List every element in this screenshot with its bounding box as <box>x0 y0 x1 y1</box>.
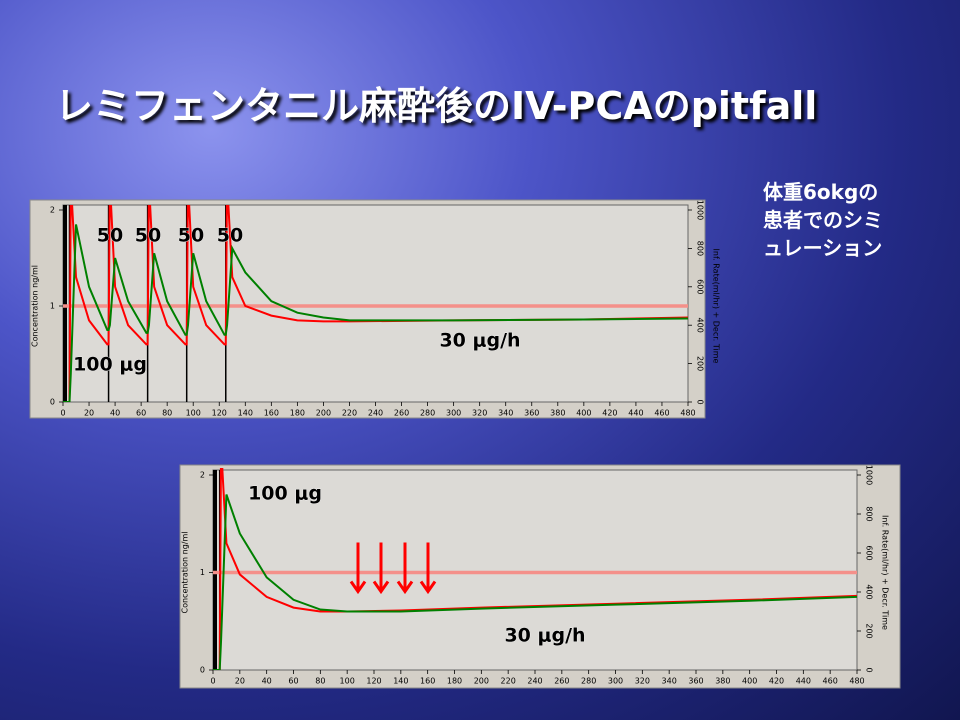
x-tick-label: 480 <box>680 409 695 418</box>
x-tick-label: 340 <box>662 677 677 686</box>
x-tick-label: 180 <box>290 409 305 418</box>
x-tick-label: 360 <box>688 677 703 686</box>
x-tick-label: 320 <box>635 677 650 686</box>
series-line <box>63 205 688 402</box>
x-tick-label: 40 <box>110 409 120 418</box>
x-tick-label: 240 <box>527 677 542 686</box>
arrow <box>396 542 414 595</box>
x-tick-label: 260 <box>554 677 569 686</box>
chart: 0 20 40 60 80 100 120 140 160 180 200 220 240 260 280 3… <box>179 464 901 689</box>
x-tick-label: 160 <box>264 409 279 418</box>
y2-tick-label: 400 <box>696 318 705 333</box>
y-tick-label: 1 <box>50 302 55 311</box>
annotation: 30 μg/h <box>504 625 585 647</box>
x-tick-label: 420 <box>769 677 784 686</box>
x-tick-label: 80 <box>315 677 325 686</box>
x-tick-label: 460 <box>654 409 669 418</box>
annotation: 50 <box>97 225 123 247</box>
y-tick-label: 0 <box>200 666 205 675</box>
y2-tick-label: 200 <box>696 356 705 371</box>
x-tick-label: 380 <box>550 409 565 418</box>
annotation: 100 μg <box>73 354 147 376</box>
arrow <box>372 542 390 595</box>
y2-tick-label: 0 <box>865 667 874 672</box>
x-tick-label: 380 <box>715 677 730 686</box>
x-tick-label: 0 <box>60 409 65 418</box>
x-tick-label: 200 <box>316 409 331 418</box>
plot-content <box>213 468 857 670</box>
series-line <box>63 224 688 402</box>
x-tick-label: 40 <box>262 677 272 686</box>
x-tick-label: 300 <box>446 409 461 418</box>
y2-axis-label: Inf. Rate(ml/hr) + Decr. Time <box>881 515 890 630</box>
y-tick-label: 2 <box>50 206 55 215</box>
y2-tick-label: 600 <box>696 279 705 294</box>
x-tick-label: 460 <box>823 677 838 686</box>
y2-axis-label: Inf. Rate(ml/hr) + Decr. Time <box>712 249 721 364</box>
x-tick-label: 120 <box>366 677 381 686</box>
x-tick-label: 100 <box>340 677 355 686</box>
series-line <box>213 494 857 670</box>
x-tick-label: 120 <box>212 409 227 418</box>
y-axis-label: Concentration ng/ml <box>31 265 40 347</box>
y-tick-label: 1 <box>200 568 205 577</box>
annotation: 100 μg <box>248 483 322 505</box>
x-tick-label: 60 <box>288 677 298 686</box>
x-tick-label: 140 <box>393 677 408 686</box>
x-tick-label: 400 <box>742 677 757 686</box>
x-tick-label: 0 <box>210 677 215 686</box>
slide-title: レミフェンタニル麻酔後のIV-PCAのpitfall <box>55 84 818 128</box>
y2-tick-label: 600 <box>865 545 874 560</box>
x-tick-label: 220 <box>501 677 516 686</box>
x-tick-label: 20 <box>235 677 245 686</box>
y2-tick-label: 1000 <box>865 465 874 485</box>
y2-tick-label: 800 <box>696 241 705 256</box>
x-tick-label: 480 <box>849 677 864 686</box>
x-tick-label: 420 <box>602 409 617 418</box>
y-axis-label: Concentration ng/ml <box>181 532 190 614</box>
x-tick-label: 440 <box>796 677 811 686</box>
x-tick-label: 100 <box>186 409 201 418</box>
arrow <box>419 542 437 595</box>
arrow <box>349 542 367 595</box>
x-tick-label: 80 <box>162 409 172 418</box>
plot-area <box>212 469 858 671</box>
x-tick-label: 320 <box>472 409 487 418</box>
x-tick-label: 260 <box>394 409 409 418</box>
x-tick-label: 220 <box>342 409 357 418</box>
x-tick-label: 400 <box>576 409 591 418</box>
y-tick-label: 2 <box>200 471 205 480</box>
x-tick-label: 340 <box>498 409 513 418</box>
x-tick-label: 20 <box>84 409 94 418</box>
x-tick-label: 140 <box>238 409 253 418</box>
annotation: 30 μg/h <box>439 330 520 352</box>
annotation: 50 <box>178 225 204 247</box>
plot-area <box>62 204 689 403</box>
x-tick-label: 300 <box>608 677 623 686</box>
x-tick-label: 240 <box>368 409 383 418</box>
x-tick-label: 360 <box>524 409 539 418</box>
x-tick-label: 280 <box>581 677 596 686</box>
x-tick-label: 160 <box>420 677 435 686</box>
y-tick-label: 0 <box>50 398 55 407</box>
x-tick-label: 200 <box>474 677 489 686</box>
y2-tick-label: 0 <box>696 399 705 404</box>
x-tick-label: 60 <box>136 409 146 418</box>
y2-tick-label: 200 <box>865 623 874 638</box>
plot-content <box>63 205 688 402</box>
x-tick-label: 180 <box>447 677 462 686</box>
annotation: 50 <box>217 225 243 247</box>
annotation: 50 <box>135 225 161 247</box>
x-tick-label: 440 <box>628 409 643 418</box>
side-note: 体重6okgの患者でのシミュレーション <box>763 180 883 260</box>
y2-tick-label: 800 <box>865 506 874 521</box>
y2-tick-label: 400 <box>865 584 874 599</box>
y2-tick-label: 1000 <box>696 200 705 220</box>
chart: 0 20 40 60 80 100 120 140 160 180 200 220 240 260 280 3… <box>29 199 721 419</box>
x-tick-label: 280 <box>420 409 435 418</box>
